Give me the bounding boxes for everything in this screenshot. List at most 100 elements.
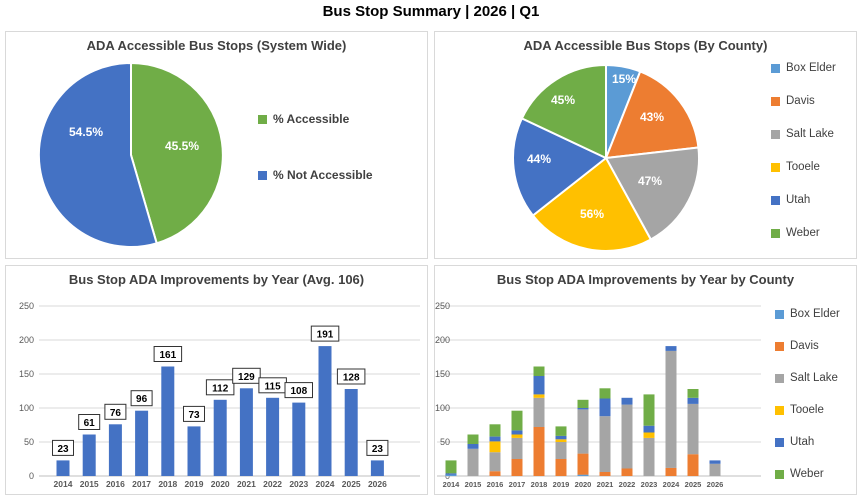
legend-marker [771, 228, 780, 238]
legend-label: % Accessible [273, 112, 350, 126]
legend-marker [771, 129, 780, 139]
data-label: 73 [188, 410, 200, 421]
stack-segment-davis-2019 [555, 459, 567, 476]
data-label-box [52, 439, 74, 456]
data-label-box [183, 405, 205, 422]
legend-marker [775, 373, 784, 383]
legend-item-utah: Utah [771, 191, 836, 209]
stack-segment-utah-2015 [467, 444, 479, 449]
system-wide-pie-chart: 45.5% 54.5% [37, 61, 224, 248]
stack-segment-weber-2025 [687, 389, 699, 398]
stack-segment-davis-2016 [489, 471, 501, 476]
legend-marker [258, 170, 267, 180]
pie-slice-davis [604, 70, 700, 160]
data-label: 23 [57, 444, 69, 455]
stack-segment-weber-2015 [467, 434, 479, 444]
x-tick-label: 2022 [263, 479, 282, 489]
x-tick-label: 2015 [465, 480, 482, 489]
stack-segment-utah-2022 [621, 397, 633, 405]
legend-marker [771, 63, 780, 73]
legend-item-not-accessible: % Not Accessible [258, 166, 373, 184]
bar-2020 [213, 399, 227, 476]
bar-2018 [161, 366, 175, 476]
x-tick-label: 2024 [663, 480, 681, 489]
y-tick-label: 0 [29, 471, 34, 481]
bar-2023 [292, 402, 306, 476]
stack-segment-tooele-2017 [511, 434, 523, 438]
x-tick-label: 2025 [685, 480, 702, 489]
stack-segment-salt-lake-2020 [577, 409, 589, 454]
x-tick-label: 2018 [531, 480, 548, 489]
stack-segment-salt-lake-2026 [709, 463, 721, 476]
stack-segment-davis-2020 [577, 453, 589, 475]
data-label: 115 [265, 381, 282, 392]
improvements-by-year-bar-chart: 0 50 100 150 200 250 2014 2015 2016 2017 2018 2019 2… [19, 301, 420, 489]
legend-item-tooele: Tooele [775, 401, 840, 419]
legend-item-accessible: % Accessible [258, 110, 373, 128]
stack-segment-davis-2017 [511, 459, 523, 476]
data-label: 61 [84, 418, 96, 429]
data-label: 108 [290, 386, 307, 397]
y-tick-label: 50 [24, 437, 34, 447]
legend-label: Weber [786, 227, 820, 239]
legend-marker [775, 341, 784, 351]
chart-title: ADA Accessible Bus Stops (By County) [523, 38, 768, 53]
stack-segment-davis-2022 [621, 468, 633, 476]
legend-label: Box Elder [790, 308, 840, 320]
stack-segment-tooele-2016 [489, 441, 501, 453]
stack-segment-box-elder-2020 [577, 474, 589, 476]
chart-panel-by-county-pie: ADA Accessible Bus Stops (By County) 15%… [434, 31, 857, 259]
stack-segment-utah-2020 [577, 408, 589, 410]
legend-label: % Not Accessible [273, 168, 373, 182]
stack-segment-weber-2016 [489, 424, 501, 437]
pie-slice-weber [520, 63, 607, 160]
y-tick-label: 100 [435, 403, 450, 413]
stack-segment-utah-2019 [555, 435, 567, 440]
legend-item-utah: Utah [775, 433, 840, 451]
bar-2017 [135, 410, 149, 476]
y-tick-label: 150 [19, 369, 34, 379]
stack-segment-salt-lake-2022 [621, 404, 633, 469]
chart-panel-improvements-by-year: Bus Stop ADA Improvements by Year (Avg. … [5, 265, 428, 495]
legend-marker [775, 469, 784, 479]
stack-segment-tooele-2018 [533, 394, 545, 398]
x-tick-label: 2020 [211, 479, 230, 489]
by-county-pie-chart: 15% 43% 47% 56% 44% 45% [512, 63, 700, 253]
legend-item-weber: Weber [775, 465, 840, 483]
pie-slice-accessible [130, 61, 224, 245]
pie-data-label: 54.5% [69, 125, 103, 139]
stack-segment-utah-2016 [489, 436, 501, 442]
x-tick-label: 2022 [619, 480, 636, 489]
by-county-pie-legend: Box Elder Davis Salt Lake Tooele Utah Weber [771, 59, 836, 242]
by-county-stacked-legend: Box Elder Davis Salt Lake Tooele Utah Weber [775, 305, 840, 483]
legend-item-box-elder: Box Elder [771, 59, 836, 77]
data-label-box [205, 379, 235, 396]
data-label: 128 [343, 372, 360, 383]
bar-2022 [266, 397, 280, 476]
x-tick-label: 2023 [289, 479, 308, 489]
stack-segment-weber-2014 [445, 460, 457, 474]
pie-data-label: 47% [638, 174, 662, 188]
data-label-box [78, 414, 101, 430]
data-label: 191 [317, 330, 334, 341]
stack-segment-salt-lake-2023 [643, 437, 655, 476]
legend-item-weber: Weber [771, 224, 836, 242]
legend-label: Tooele [790, 404, 824, 416]
bar-2021 [239, 388, 253, 476]
y-tick-label: 200 [435, 335, 450, 345]
y-tick-label: 100 [19, 403, 34, 413]
x-tick-label: 2021 [237, 479, 256, 489]
bar-2024 [318, 346, 332, 476]
x-tick-label: 2026 [707, 480, 724, 489]
data-label: 161 [159, 350, 176, 361]
legend-marker [775, 437, 784, 447]
stack-segment-utah-2025 [687, 397, 699, 404]
x-tick-label: 2014 [54, 479, 73, 489]
data-label: 112 [212, 383, 229, 394]
stack-segment-salt-lake-2025 [687, 403, 699, 455]
x-tick-label: 2026 [368, 479, 387, 489]
dashboard-title: Bus Stop Summary | 2026 | Q1 [322, 3, 540, 20]
legend-item-tooele: Tooele [771, 158, 836, 176]
stack-segment-weber-2018 [533, 366, 545, 376]
bar-2019 [187, 426, 201, 476]
